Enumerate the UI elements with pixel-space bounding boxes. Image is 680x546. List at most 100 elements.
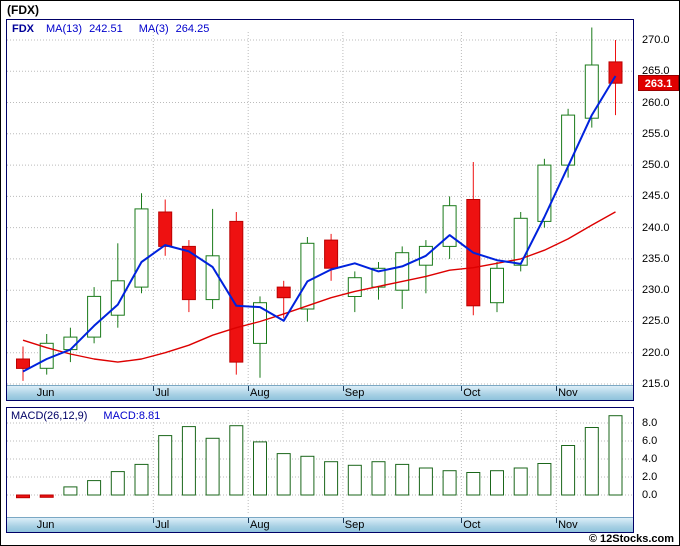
- macd-bar: [39, 494, 54, 498]
- macd-bar: [418, 467, 433, 496]
- month-label: Nov: [558, 387, 578, 399]
- page-title: (FDX): [7, 3, 39, 17]
- candle-body: [608, 61, 623, 84]
- macd-value: MACD:8.81: [103, 410, 161, 422]
- candle-body: [16, 358, 30, 369]
- candle-body: [134, 208, 149, 288]
- ma3-label: MA(3): [138, 23, 169, 35]
- candle-body: [537, 164, 552, 222]
- candle-body: [63, 336, 78, 351]
- macd-bar: [87, 480, 102, 496]
- candle-body: [584, 64, 599, 119]
- macd-bar: [134, 463, 149, 496]
- price-axis-label: 235.0: [642, 253, 670, 265]
- price-axis-label: 215.0: [642, 378, 670, 390]
- macd-axis-label: 6.0: [642, 435, 658, 447]
- candle-body: [442, 205, 457, 247]
- month-label: Sep: [344, 387, 365, 399]
- candle-body: [300, 242, 315, 310]
- ma13-label: MA(13): [46, 23, 83, 35]
- month-label: Jul: [155, 387, 170, 399]
- candle-body: [490, 267, 504, 304]
- month-boundary-tick: [556, 518, 557, 523]
- macd-bar: [537, 463, 552, 496]
- candle-body: [205, 255, 220, 301]
- macd-bar: [110, 471, 125, 496]
- macd-bar: [229, 425, 244, 496]
- price-axis-label: 240.0: [642, 222, 670, 234]
- macd-bar: [584, 427, 599, 496]
- symbol-label: FDX: [12, 23, 34, 35]
- month-label: Oct: [463, 387, 481, 399]
- candle-body: [229, 220, 244, 363]
- macd-bar: [371, 461, 386, 496]
- price-axis-label: 250.0: [642, 159, 670, 171]
- month-boundary-tick: [153, 518, 154, 523]
- price-chart-legend: FDX MA(13) 242.51 MA(3) 264.25: [12, 23, 225, 35]
- macd-panel: Jun Jul Aug Sep Oct Nov: [6, 407, 634, 533]
- price-chart-month-axis: Jun Jul Aug Sep Oct Nov: [7, 385, 633, 400]
- macd-bar: [466, 472, 481, 496]
- macd-bar: [158, 435, 173, 496]
- candle-body: [158, 211, 173, 247]
- macd-legend: MACD(26,12,9) MACD:8.81: [11, 410, 160, 422]
- month-label: Jul: [155, 519, 170, 531]
- macd-axis-label: 0.0: [642, 489, 658, 501]
- macd-bar: [276, 453, 291, 496]
- macd-bar: [181, 426, 196, 496]
- ma13-value: 242.51: [89, 23, 123, 35]
- month-label: Oct: [463, 519, 481, 531]
- month-label: Aug: [250, 387, 270, 399]
- month-boundary-tick: [248, 518, 249, 523]
- candle-body: [513, 217, 528, 266]
- month-boundary-tick: [556, 386, 557, 391]
- candle-body: [347, 277, 362, 298]
- candle-body: [276, 286, 291, 299]
- month-boundary-tick: [153, 386, 154, 391]
- macd-bar: [205, 437, 220, 496]
- macd-name: MACD(26,12,9): [11, 410, 88, 422]
- price-axis-label: 255.0: [642, 128, 670, 140]
- macd-bar: [442, 470, 457, 496]
- candle-body: [395, 252, 410, 291]
- price-axis-label: 230.0: [642, 284, 670, 296]
- price-axis-label: 220.0: [642, 347, 670, 359]
- month-label: Jun: [36, 387, 55, 399]
- month-boundary-tick: [343, 518, 344, 523]
- month-boundary-tick: [461, 518, 462, 523]
- ma3-value: 264.25: [175, 23, 210, 35]
- macd-bar: [16, 494, 30, 499]
- price-axis-label: 245.0: [642, 190, 670, 202]
- candle-body: [181, 245, 196, 301]
- macd-bar: [300, 455, 315, 496]
- price-axis-label: 225.0: [642, 315, 670, 327]
- ma-line: [22, 75, 617, 373]
- candle-body: [324, 239, 339, 269]
- copyright-link[interactable]: © 12Stocks.com: [588, 533, 674, 545]
- month-boundary-tick: [248, 386, 249, 391]
- month-label: Sep: [344, 519, 365, 531]
- month-label: Nov: [558, 519, 578, 531]
- macd-bar: [395, 463, 410, 496]
- macd-axis-label: 4.0: [642, 453, 658, 465]
- macd-bar: [513, 467, 528, 496]
- macd-axis-label: 8.0: [642, 417, 658, 429]
- macd-bar: [324, 461, 339, 496]
- macd-bar: [561, 445, 576, 496]
- macd-axis-label: 2.0: [642, 471, 658, 483]
- macd-bar: [490, 470, 504, 496]
- month-boundary-tick: [461, 386, 462, 391]
- macd-bar: [347, 464, 362, 496]
- price-axis-label: 270.0: [642, 34, 670, 46]
- macd-bar: [63, 486, 78, 496]
- price-chart-plot: [7, 27, 633, 385]
- candle-body: [87, 295, 102, 338]
- month-label: Aug: [250, 519, 270, 531]
- month-boundary-tick: [343, 386, 344, 391]
- macd-month-axis: Jun Jul Aug Sep Oct Nov: [7, 517, 633, 532]
- macd-bar: [253, 441, 267, 496]
- price-axis-label: 260.0: [642, 97, 670, 109]
- macd-bar: [608, 415, 623, 496]
- ma-line: [22, 211, 616, 363]
